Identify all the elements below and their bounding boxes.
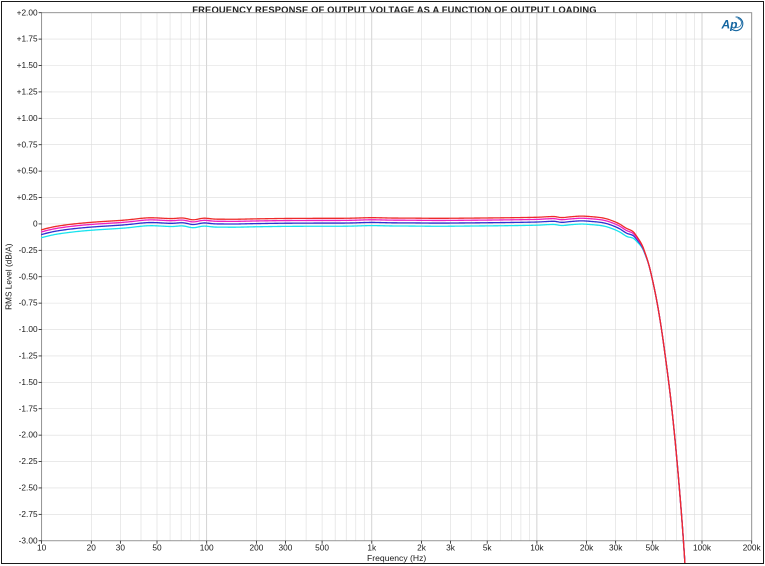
svg-text:-1.50: -1.50 (19, 377, 38, 387)
svg-text:30k: 30k (609, 542, 623, 552)
svg-text:-0.75: -0.75 (19, 298, 38, 308)
svg-text:Ap: Ap (721, 18, 738, 32)
svg-text:2k: 2k (417, 542, 427, 552)
svg-text:-2.75: -2.75 (19, 509, 38, 519)
svg-text:-1.75: -1.75 (19, 403, 38, 413)
svg-text:-2.50: -2.50 (19, 483, 38, 493)
svg-text:+1.00: +1.00 (17, 113, 38, 123)
svg-text:20k: 20k (580, 542, 594, 552)
svg-text:+1.25: +1.25 (17, 87, 38, 97)
svg-text:100k: 100k (693, 542, 712, 552)
svg-text:Frequency (Hz): Frequency (Hz) (367, 553, 426, 563)
svg-text:RMS Level (dB/A): RMS Level (dB/A) (4, 243, 14, 310)
svg-text:1k: 1k (367, 542, 377, 552)
svg-text:+1.50: +1.50 (17, 60, 38, 70)
svg-text:0: 0 (33, 219, 38, 229)
svg-text:+0.50: +0.50 (17, 166, 38, 176)
svg-text:200k: 200k (743, 542, 762, 552)
svg-text:+1.75: +1.75 (17, 34, 38, 44)
svg-text:-1.25: -1.25 (19, 351, 38, 361)
svg-text:50k: 50k (646, 542, 660, 552)
svg-text:-2.00: -2.00 (19, 430, 38, 440)
svg-text:+2.00: +2.00 (17, 7, 38, 17)
svg-text:-0.25: -0.25 (19, 245, 38, 255)
svg-text:+0.25: +0.25 (17, 192, 38, 202)
svg-text:-3.00: -3.00 (19, 535, 38, 545)
svg-text:-1.00: -1.00 (19, 324, 38, 334)
svg-text:10k: 10k (530, 542, 544, 552)
svg-text:+0.75: +0.75 (17, 139, 38, 149)
svg-text:-2.25: -2.25 (19, 456, 38, 466)
svg-text:3k: 3k (446, 542, 456, 552)
svg-text:5k: 5k (483, 542, 493, 552)
svg-text:-0.50: -0.50 (19, 271, 38, 281)
